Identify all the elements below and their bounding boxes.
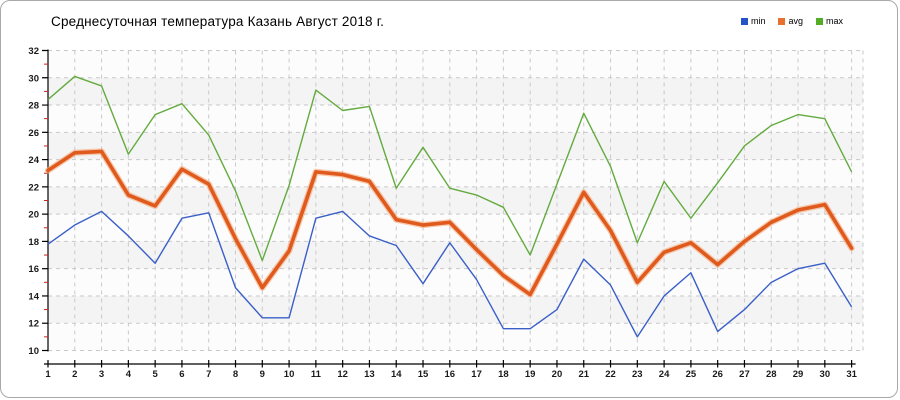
legend: min avg max [740, 16, 843, 26]
svg-text:10: 10 [28, 346, 39, 357]
svg-text:6: 6 [179, 369, 184, 380]
svg-text:20: 20 [552, 369, 563, 380]
svg-text:30: 30 [28, 73, 39, 84]
svg-text:18: 18 [28, 237, 39, 248]
svg-text:27: 27 [739, 369, 750, 380]
svg-text:25: 25 [686, 369, 697, 380]
svg-text:28: 28 [766, 369, 777, 380]
svg-text:9: 9 [260, 369, 265, 380]
svg-text:5: 5 [152, 369, 158, 380]
legend-item-max: max [815, 16, 843, 26]
svg-text:7: 7 [206, 369, 211, 380]
svg-text:16: 16 [445, 369, 456, 380]
svg-text:28: 28 [28, 101, 39, 112]
chart-title: Среднесуточная температура Казань Август… [51, 14, 385, 29]
legend-label-min: min [750, 16, 766, 26]
svg-text:11: 11 [311, 369, 322, 380]
legend-swatch-min-icon [740, 17, 748, 25]
svg-text:4: 4 [126, 369, 132, 380]
svg-text:2: 2 [72, 369, 77, 380]
svg-text:29: 29 [793, 369, 804, 380]
svg-text:15: 15 [418, 369, 429, 380]
svg-text:26: 26 [712, 369, 723, 380]
svg-text:16: 16 [28, 264, 39, 275]
legend-label-max: max [825, 16, 843, 26]
svg-text:14: 14 [391, 369, 402, 380]
svg-text:12: 12 [28, 319, 39, 330]
svg-text:8: 8 [233, 369, 238, 380]
svg-text:18: 18 [498, 369, 509, 380]
legend-item-avg: avg [778, 16, 803, 26]
svg-text:17: 17 [471, 369, 482, 380]
svg-text:23: 23 [632, 369, 643, 380]
svg-text:19: 19 [525, 369, 536, 380]
svg-text:32: 32 [28, 46, 39, 57]
legend-swatch-max-icon [815, 17, 823, 25]
svg-text:20: 20 [28, 210, 39, 221]
svg-text:14: 14 [28, 291, 39, 302]
svg-text:22: 22 [28, 182, 39, 193]
svg-text:10: 10 [284, 369, 295, 380]
legend-label-avg: avg [788, 16, 803, 26]
svg-text:22: 22 [605, 369, 616, 380]
svg-text:1: 1 [45, 369, 51, 380]
svg-text:26: 26 [28, 128, 39, 139]
svg-text:21: 21 [578, 369, 589, 380]
svg-text:24: 24 [28, 155, 39, 166]
svg-text:24: 24 [659, 369, 670, 380]
legend-swatch-avg-icon [778, 17, 786, 25]
svg-text:12: 12 [337, 369, 348, 380]
svg-text:31: 31 [846, 369, 857, 380]
svg-text:13: 13 [364, 369, 375, 380]
legend-item-min: min [740, 16, 766, 26]
svg-text:30: 30 [820, 369, 831, 380]
svg-text:3: 3 [99, 369, 104, 380]
